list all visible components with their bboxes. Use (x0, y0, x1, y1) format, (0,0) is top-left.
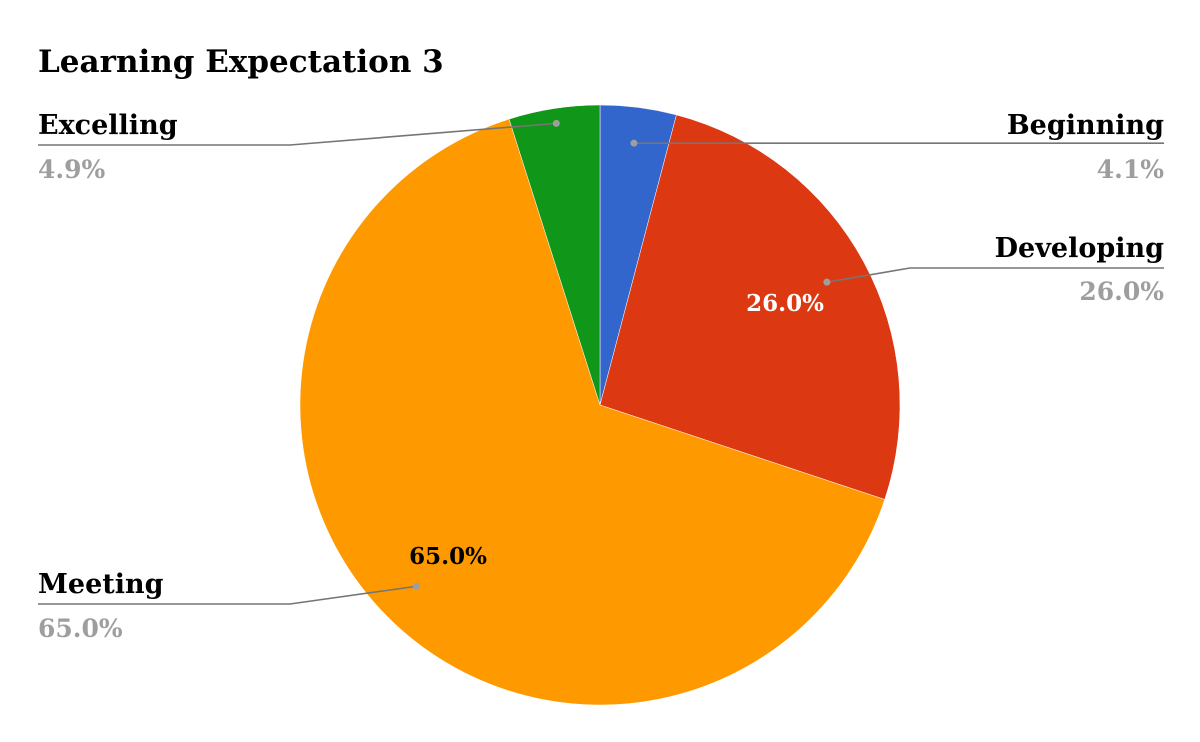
slice-labels: Beginning 4.1% Developing 26.0% 26.0% Meeting… (38, 110, 1164, 643)
leader-dot-meeting (412, 582, 420, 590)
slice-inner-value-developing: 26.0% (746, 290, 824, 317)
slice-label-meeting: Meeting (38, 569, 164, 600)
leader-line-meeting (38, 585, 417, 605)
leader-lines (38, 119, 1164, 605)
slice-label-beginning: Beginning (1007, 110, 1164, 141)
pie-slice-excelling (508, 104, 601, 406)
slice-percent-beginning: 4.1% (1097, 155, 1164, 184)
pie-slice-developing (599, 114, 901, 500)
slice-label-developing: Developing (995, 233, 1164, 264)
chart-title: Learning Expectation 3 (38, 44, 444, 80)
slice-percent-developing: 26.0% (1079, 277, 1164, 306)
slice-percent-meeting: 65.0% (38, 614, 123, 643)
pie-slices (299, 104, 901, 706)
leader-line-developing (826, 267, 1164, 283)
leader-line-excelling (38, 122, 557, 146)
slice-label-excelling: Excelling (38, 110, 178, 141)
slice-percent-excelling: 4.9% (38, 155, 105, 184)
slice-inner-value-meeting: 65.0% (409, 543, 487, 570)
pie-slice-meeting (299, 118, 886, 706)
leader-dot-developing (823, 278, 831, 286)
leader-dot-excelling (552, 119, 560, 127)
leader-dot-beginning (630, 139, 638, 147)
